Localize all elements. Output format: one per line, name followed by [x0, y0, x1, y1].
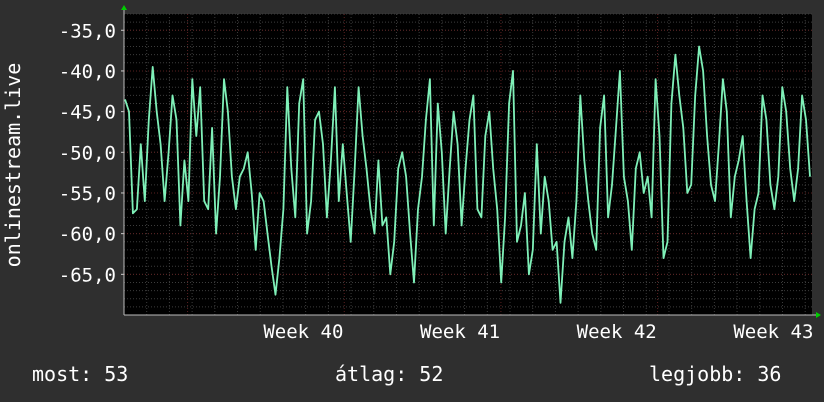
y-tick-label: -40,0 [59, 61, 116, 83]
axes [121, 5, 821, 318]
grid-major [124, 14, 812, 315]
y-axis-ticks: -35,0 -40,0 -45,0 -50,0 -55,0 -60,0 -65,0 [59, 20, 124, 286]
y-tick-label: -65,0 [59, 264, 116, 286]
y-tick-label: -55,0 [59, 183, 116, 205]
y-axis-label: onlinestream.live [1, 63, 25, 268]
stat-most: most: 53 [32, 362, 129, 386]
stat-atlag: átlag: 52 [335, 362, 444, 386]
stat-legjobb: legjobb: 36 [649, 362, 782, 386]
y-tick-label: -50,0 [59, 142, 116, 164]
x-tick-label: Week 40 [263, 321, 343, 343]
y-tick-label: -35,0 [59, 20, 116, 42]
y-tick-label: -45,0 [59, 102, 116, 124]
y-tick-label: -60,0 [59, 224, 116, 246]
x-axis-ticks: Week 40 Week 41 Week 42 Week 43 [263, 321, 813, 343]
x-tick-label: Week 42 [577, 321, 657, 343]
y-axis-arrow [121, 5, 127, 10]
x-tick-label: Week 41 [420, 321, 500, 343]
series-group [124, 45, 811, 304]
x-axis-arrow [816, 312, 821, 318]
series-line [124, 45, 811, 304]
x-tick-label: Week 43 [733, 321, 813, 343]
